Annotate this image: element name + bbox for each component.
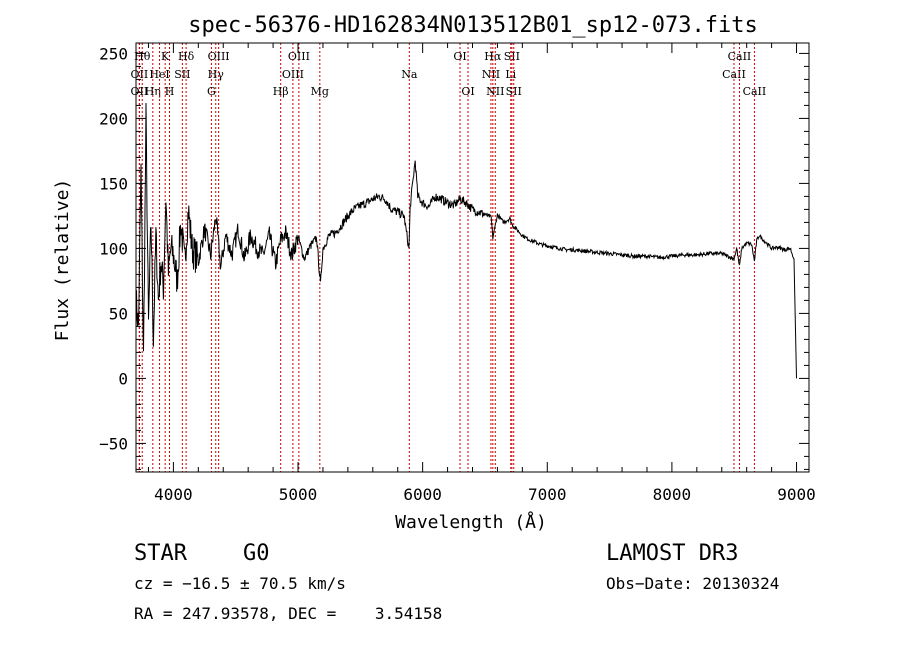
object-class: STAR bbox=[134, 541, 188, 566]
x-axis-ticks: 4000 5000 6000 7000 8000 9000 bbox=[147, 43, 816, 504]
line-marker-label: CaII bbox=[728, 50, 752, 63]
line-marker-label: NII bbox=[482, 68, 500, 81]
coordinates: RA = 247.93578, DEC = 3.54158 bbox=[134, 604, 442, 623]
line-marker-label: OI bbox=[453, 50, 466, 63]
x-tick-label: 4000 bbox=[154, 485, 193, 504]
x-tick-label: 8000 bbox=[653, 485, 692, 504]
plot-frame bbox=[135, 42, 810, 473]
x-tick-label: 6000 bbox=[403, 485, 442, 504]
line-marker-label: Hθ bbox=[134, 50, 151, 63]
x-axis-label: Wavelength (Å) bbox=[395, 511, 547, 533]
line-marker-label: Na bbox=[401, 68, 418, 81]
line-marker-label: G bbox=[207, 85, 216, 98]
y-axis-label: Flux (relative) bbox=[52, 179, 73, 342]
x-tick-label: 5000 bbox=[279, 485, 318, 504]
chart-title: spec-56376-HD162834N013512B01_sp12-073.f… bbox=[188, 13, 758, 38]
line-marker-label: Hδ bbox=[178, 50, 195, 63]
y-tick-label: 100 bbox=[99, 239, 128, 258]
line-marker-label: CaII bbox=[722, 68, 746, 81]
line-marker-label: HeI bbox=[149, 68, 169, 81]
y-tick-label: −50 bbox=[99, 434, 128, 453]
y-tick-label: 250 bbox=[99, 44, 128, 63]
survey-name: LAMOST DR3 bbox=[606, 541, 738, 566]
y-axis-ticks: −50 0 50 100 150 200 250 bbox=[99, 44, 809, 470]
line-marker-label: SII bbox=[506, 85, 522, 98]
object-subclass: G0 bbox=[243, 541, 270, 566]
line-marker-label: OI bbox=[461, 85, 474, 98]
line-marker-label: H bbox=[165, 85, 175, 98]
line-marker-label: OII bbox=[131, 68, 149, 81]
line-marker-label: Hγ bbox=[208, 68, 225, 81]
emission-line-markers: OIIHθOIIHηHeIKHSIIHδGHγOIIIHβOIIIOIIIMgN… bbox=[131, 43, 767, 472]
spectrum-series-0 bbox=[135, 102, 797, 379]
y-tick-label: 200 bbox=[99, 109, 128, 128]
observation-date: Obs−Date: 20130324 bbox=[606, 574, 779, 593]
line-marker-label: Mg bbox=[311, 85, 329, 98]
line-marker-label: OIII bbox=[208, 50, 230, 63]
line-marker-label: OIII bbox=[288, 50, 310, 63]
line-marker-label: Li bbox=[505, 68, 516, 81]
x-tick-label: 9000 bbox=[777, 485, 816, 504]
y-tick-label: 150 bbox=[99, 174, 128, 193]
y-tick-label: 50 bbox=[109, 304, 128, 323]
line-marker-label: Hη bbox=[145, 85, 161, 98]
line-marker-label: Hα bbox=[484, 50, 502, 63]
line-marker-label: K bbox=[161, 50, 170, 63]
x-tick-label: 7000 bbox=[528, 485, 567, 504]
line-marker-label: NII bbox=[486, 85, 504, 98]
line-marker-label: SII bbox=[504, 50, 520, 63]
spectrum-line-layer bbox=[135, 102, 797, 379]
line-marker-label: CaII bbox=[743, 85, 767, 98]
line-marker-label: Hβ bbox=[273, 85, 289, 98]
line-marker-label: OII bbox=[131, 85, 149, 98]
redshift-value: cz = −16.5 ± 70.5 km/s bbox=[134, 574, 346, 593]
line-marker-label: OIII bbox=[282, 68, 304, 81]
line-marker-label: SII bbox=[174, 68, 190, 81]
y-tick-label: 0 bbox=[118, 369, 128, 388]
